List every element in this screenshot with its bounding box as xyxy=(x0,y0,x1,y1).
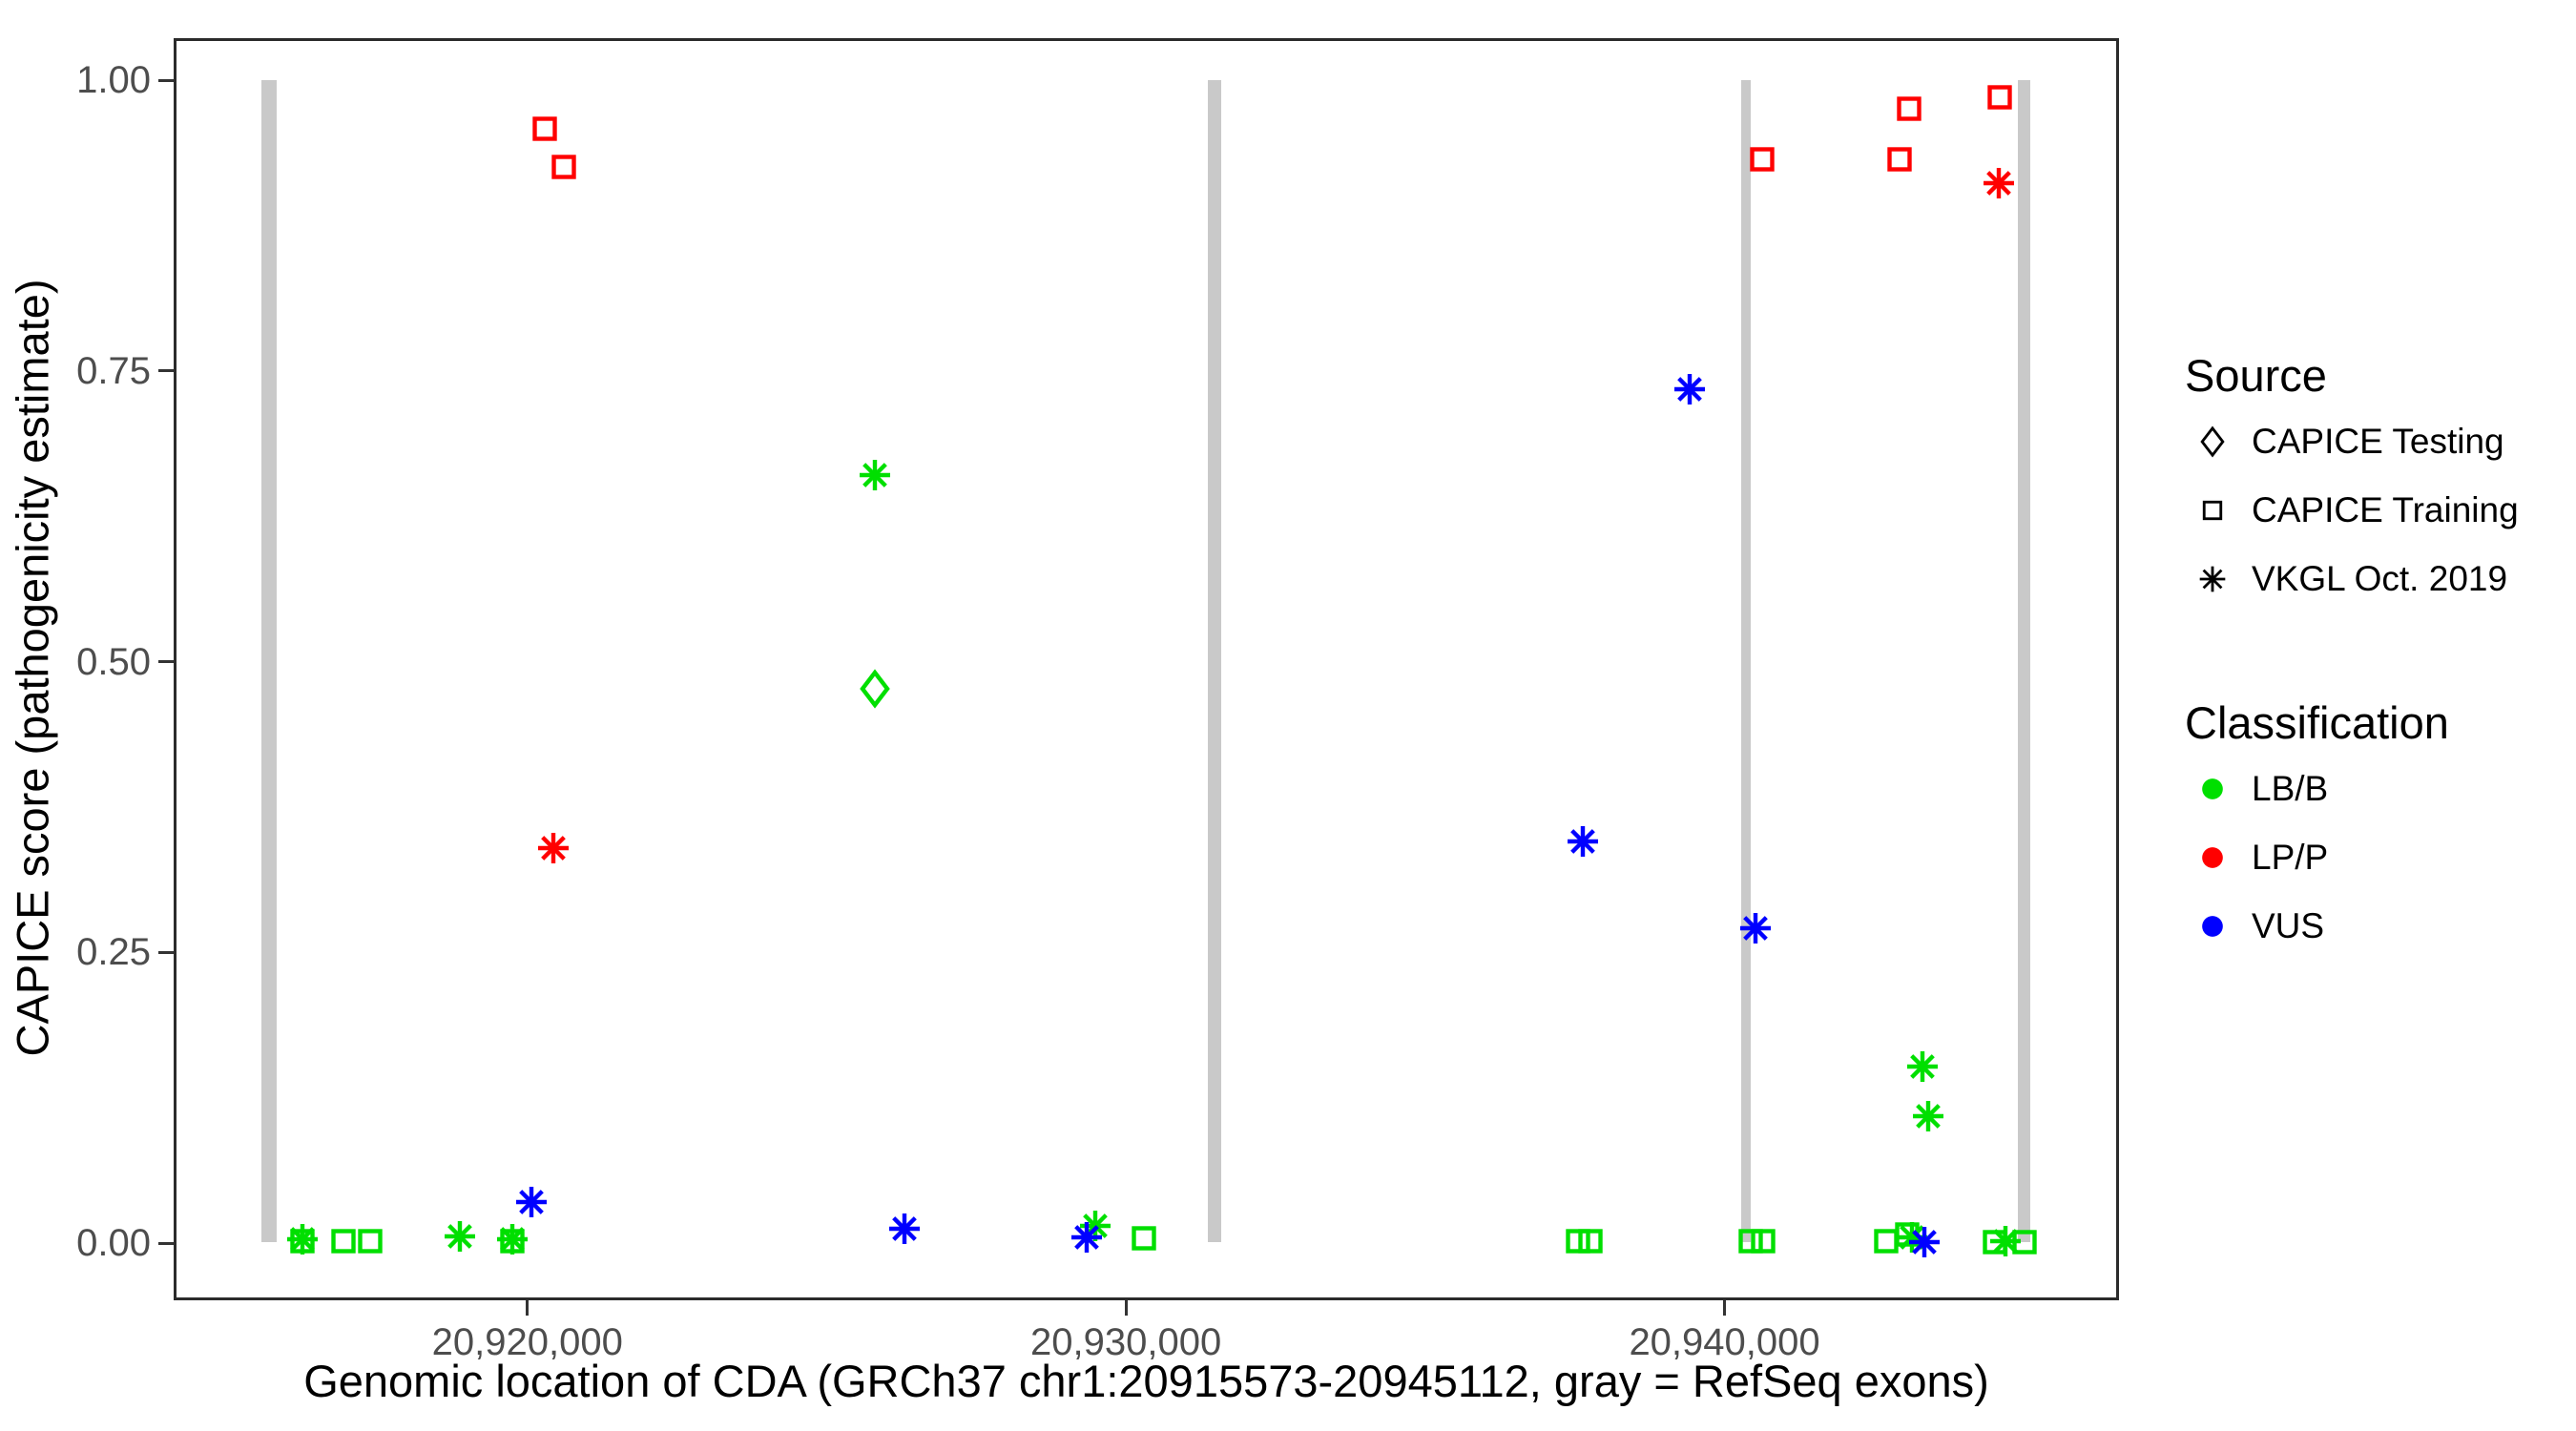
x-tick-label: 20,920,000 xyxy=(431,1321,623,1363)
refseq-exon-bar xyxy=(2018,80,2031,1242)
x-tick-label: 20,930,000 xyxy=(1030,1321,1222,1363)
x-axis-title: Genomic location of CDA (GRCh37 chr1:209… xyxy=(303,1356,1989,1406)
legend-item-square: CAPICE Training xyxy=(2185,487,2566,533)
color-dot-icon xyxy=(2185,766,2240,812)
legend-classification: Classification LB/B LP/P VUS xyxy=(2185,696,2566,972)
refseq-exon-bar xyxy=(1207,80,1221,1242)
y-tick-mark xyxy=(158,1241,174,1245)
y-tick-mark xyxy=(158,950,174,954)
legend-source-title: Source xyxy=(2185,350,2327,401)
y-tick-label: 0.25 xyxy=(76,931,151,974)
y-tick-label: 0.75 xyxy=(76,349,151,392)
legend-source: Source CAPICE Testing CAPICE Training VKGL… xyxy=(2185,349,2566,625)
color-dot-icon xyxy=(2185,835,2240,881)
y-tick-mark xyxy=(158,78,174,82)
diamond-icon xyxy=(2185,419,2240,465)
plot-panel xyxy=(174,38,2119,1300)
x-tick-mark xyxy=(526,1300,530,1316)
legend-item-vus: VUS xyxy=(2185,903,2566,949)
x-tick-label: 20,940,000 xyxy=(1629,1321,1820,1363)
legend-item-label: LP/P xyxy=(2252,838,2329,877)
asterisk-icon xyxy=(2185,556,2240,602)
x-tick-mark xyxy=(1124,1300,1128,1316)
legend-item-lbb: LB/B xyxy=(2185,766,2566,812)
color-dot-icon xyxy=(2185,903,2240,949)
legend-item-lpp: LP/P xyxy=(2185,835,2566,881)
legend-item-label: LB/B xyxy=(2252,769,2329,808)
legend-item-label: CAPICE Testing xyxy=(2252,422,2504,461)
y-tick-label: 0.50 xyxy=(76,640,151,683)
y-tick-label: 0.00 xyxy=(76,1222,151,1264)
legend-item-label: CAPICE Training xyxy=(2252,490,2519,529)
legend-classification-title: Classification xyxy=(2185,697,2449,748)
y-tick-mark xyxy=(158,660,174,663)
legend-item-diamond: CAPICE Testing xyxy=(2185,419,2566,465)
refseq-exon-bar xyxy=(260,80,277,1242)
y-axis-title: CAPICE score (pathogenicity estimate) xyxy=(7,279,58,1057)
legend-item-label: VKGL Oct. 2019 xyxy=(2252,559,2508,598)
square-icon xyxy=(2185,487,2240,533)
y-tick-mark xyxy=(158,369,174,373)
x-tick-mark xyxy=(1723,1300,1727,1316)
legend-item-asterisk: VKGL Oct. 2019 xyxy=(2185,556,2566,602)
refseq-exon-bar xyxy=(1741,80,1752,1242)
y-tick-label: 1.00 xyxy=(76,59,151,101)
legend-item-label: VUS xyxy=(2252,906,2325,945)
